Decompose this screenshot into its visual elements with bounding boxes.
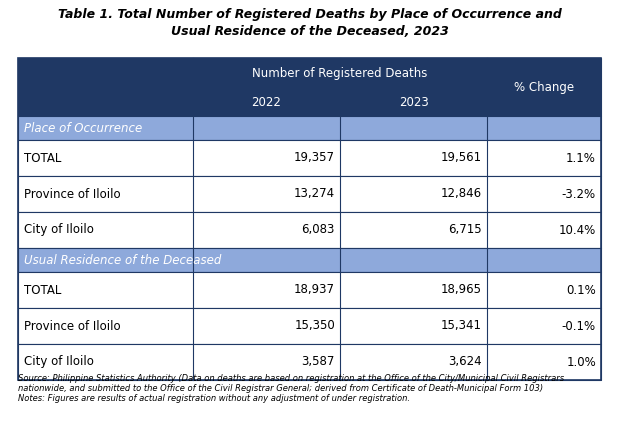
Text: 3,624: 3,624 bbox=[448, 355, 482, 368]
Bar bbox=[487, 58, 601, 116]
Text: 2022: 2022 bbox=[251, 97, 282, 110]
Bar bbox=[18, 272, 601, 308]
Text: Notes: Figures are results of actual registration without any adjustment of unde: Notes: Figures are results of actual reg… bbox=[18, 394, 410, 403]
Text: nationwide, and submitted to the Office of the Civil Registrar General; derived : nationwide, and submitted to the Office … bbox=[18, 384, 543, 393]
Bar bbox=[340, 90, 487, 116]
Bar bbox=[18, 248, 601, 272]
Bar bbox=[18, 58, 193, 116]
Text: 6,083: 6,083 bbox=[301, 224, 335, 236]
Text: Place of Occurrence: Place of Occurrence bbox=[24, 122, 142, 135]
Bar bbox=[193, 90, 340, 116]
Bar bbox=[18, 176, 601, 212]
Bar bbox=[193, 58, 487, 90]
Text: 2023: 2023 bbox=[399, 97, 428, 110]
Text: TOTAL: TOTAL bbox=[24, 152, 61, 164]
Text: 10.4%: 10.4% bbox=[559, 224, 596, 236]
Bar bbox=[18, 140, 601, 176]
Text: 19,357: 19,357 bbox=[294, 152, 335, 164]
Text: 1.0%: 1.0% bbox=[566, 355, 596, 368]
Text: -0.1%: -0.1% bbox=[562, 320, 596, 333]
Text: 18,937: 18,937 bbox=[294, 283, 335, 296]
Text: Source: Philippine Statistics Authority (Data on deaths are based on registratio: Source: Philippine Statistics Authority … bbox=[18, 374, 564, 383]
Text: 0.1%: 0.1% bbox=[566, 283, 596, 296]
Bar bbox=[18, 212, 601, 248]
Text: 15,341: 15,341 bbox=[441, 320, 482, 333]
Text: 18,965: 18,965 bbox=[441, 283, 482, 296]
Text: Province of Iloilo: Province of Iloilo bbox=[24, 187, 121, 201]
Text: % Change: % Change bbox=[514, 80, 574, 93]
Bar bbox=[18, 116, 601, 140]
Bar bbox=[18, 344, 601, 380]
Text: Province of Iloilo: Province of Iloilo bbox=[24, 320, 121, 333]
Text: TOTAL: TOTAL bbox=[24, 283, 61, 296]
Text: 1.1%: 1.1% bbox=[566, 152, 596, 164]
Text: 6,715: 6,715 bbox=[448, 224, 482, 236]
Text: Usual Residence of the Deceased, 2023: Usual Residence of the Deceased, 2023 bbox=[171, 25, 448, 38]
Text: 19,561: 19,561 bbox=[441, 152, 482, 164]
Bar bbox=[18, 58, 601, 380]
Text: 13,274: 13,274 bbox=[294, 187, 335, 201]
Text: City of Iloilo: City of Iloilo bbox=[24, 224, 94, 236]
Text: 15,350: 15,350 bbox=[294, 320, 335, 333]
Bar bbox=[18, 308, 601, 344]
Text: Number of Registered Deaths: Number of Registered Deaths bbox=[253, 67, 428, 80]
Text: 3,587: 3,587 bbox=[301, 355, 335, 368]
Text: 12,846: 12,846 bbox=[441, 187, 482, 201]
Text: City of Iloilo: City of Iloilo bbox=[24, 355, 94, 368]
Text: Table 1. Total Number of Registered Deaths by Place of Occurrence and: Table 1. Total Number of Registered Deat… bbox=[58, 8, 561, 21]
Text: -3.2%: -3.2% bbox=[562, 187, 596, 201]
Text: Usual Residence of the Deceased: Usual Residence of the Deceased bbox=[24, 253, 222, 266]
